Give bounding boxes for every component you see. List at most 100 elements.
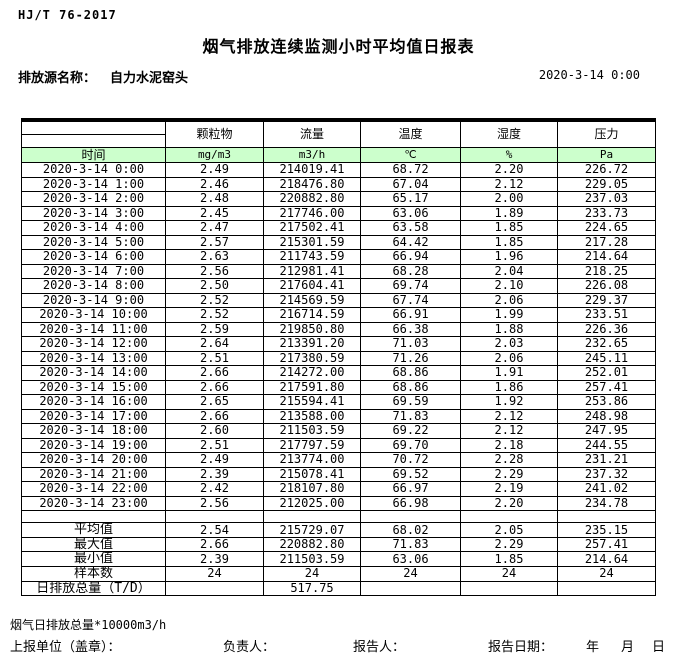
value-cell xyxy=(557,580,656,597)
time-cell: 2020-3-14 23:00 xyxy=(21,495,166,511)
value-cell: 1.85 xyxy=(460,220,558,236)
table-row: 2020-3-14 1:00 2.46 218476.80 67.04 2.12 229.… xyxy=(21,176,656,192)
table-row: 2020-3-14 3:00 2.45 217746.00 63.06 1.89 233.… xyxy=(21,205,656,221)
value-cell: 2.20 xyxy=(460,495,558,511)
value-cell xyxy=(460,510,558,523)
value-cell: 231.21 xyxy=(557,452,656,468)
time-cell: 2020-3-14 7:00 xyxy=(21,263,166,279)
value-cell: 214.64 xyxy=(557,249,656,265)
spacer-row xyxy=(21,510,656,523)
value-cell: 245.11 xyxy=(557,350,656,366)
table-row: 2020-3-14 4:00 2.47 217502.41 63.58 1.85 224.… xyxy=(21,220,656,236)
value-cell: 70.72 xyxy=(360,452,461,468)
value-cell: 2.12 xyxy=(460,176,558,192)
time-cell: 2020-3-14 17:00 xyxy=(21,408,166,424)
value-cell: 218476.80 xyxy=(263,176,361,192)
report-title: 烟气排放连续监测小时平均值日报表 xyxy=(202,37,475,56)
value-cell: 67.74 xyxy=(360,292,461,308)
value-cell: 2.57 xyxy=(165,234,264,250)
day-label: 日 xyxy=(652,640,666,655)
total-emission-note: 烟气日排放总量*10000m3/h xyxy=(10,618,167,632)
value-cell: 68.28 xyxy=(360,263,461,279)
value-cell: 2.06 xyxy=(460,292,558,308)
value-cell: 71.83 xyxy=(360,536,461,553)
value-cell: 220882.80 xyxy=(263,536,361,553)
value-cell: 212981.41 xyxy=(263,263,361,279)
value-cell: 2.48 xyxy=(165,191,264,207)
value-cell: 24 xyxy=(165,565,264,582)
value-cell: 234.78 xyxy=(557,495,656,511)
value-cell: 216714.59 xyxy=(263,307,361,323)
value-cell: 68.72 xyxy=(360,162,461,178)
value-cell: 211743.59 xyxy=(263,249,361,265)
time-cell: 2020-3-14 10:00 xyxy=(21,307,166,323)
value-cell: 2.66 xyxy=(165,408,264,424)
table-row: 2020-3-14 20:00 2.49 213774.00 70.72 2.28 231… xyxy=(21,452,656,468)
value-cell: 1.88 xyxy=(460,321,558,337)
value-cell: 211503.59 xyxy=(263,423,361,439)
value-cell xyxy=(165,510,264,523)
value-cell: 24 xyxy=(360,565,461,582)
value-cell: 220882.80 xyxy=(263,191,361,207)
value-cell: 215729.07 xyxy=(263,522,361,538)
value-cell: 71.03 xyxy=(360,336,461,352)
standard-code: HJ/T 76-2017 xyxy=(18,8,117,22)
value-cell: 248.98 xyxy=(557,408,656,424)
value-cell: 63.58 xyxy=(360,220,461,236)
value-cell: 69.74 xyxy=(360,278,461,294)
table-row: 2020-3-14 2:00 2.48 220882.80 65.17 2.00 237.… xyxy=(21,191,656,207)
value-cell: 2.00 xyxy=(460,191,558,207)
value-cell: 241.02 xyxy=(557,481,656,497)
value-cell: 244.55 xyxy=(557,437,656,453)
value-cell: 214.64 xyxy=(557,551,656,567)
unit-cell-pressure: Pa xyxy=(557,147,656,163)
value-cell: 1.92 xyxy=(460,394,558,410)
value-cell: 2.29 xyxy=(460,466,558,482)
value-cell xyxy=(360,510,461,523)
source-name: 自力水泥窑头 xyxy=(110,71,189,86)
value-cell: 69.22 xyxy=(360,423,461,439)
value-cell: 215594.41 xyxy=(263,394,361,410)
table-body: 2020-3-14 0:00 2.49 214019.41 68.72 2.20 226.… xyxy=(21,162,656,597)
value-cell: 2.39 xyxy=(165,551,264,567)
time-cell: 2020-3-14 20:00 xyxy=(21,452,166,468)
year-label: 年 xyxy=(586,640,600,655)
time-cell: 2020-3-14 15:00 xyxy=(21,379,166,395)
value-cell: 63.06 xyxy=(360,205,461,221)
value-cell: 253.86 xyxy=(557,394,656,410)
value-cell: 1.89 xyxy=(460,205,558,221)
value-cell: 69.59 xyxy=(360,394,461,410)
value-cell: 214272.00 xyxy=(263,365,361,381)
value-cell: 218107.80 xyxy=(263,481,361,497)
source-row: 排放源名称： 自力水泥窑头 2020-3-14 0:00 xyxy=(18,67,677,86)
value-cell: 2.05 xyxy=(460,522,558,538)
value-cell: 2.18 xyxy=(460,437,558,453)
value-cell: 68.02 xyxy=(360,522,461,538)
value-cell: 2.51 xyxy=(165,350,264,366)
unit-cell-humidity: % xyxy=(460,147,558,163)
value-cell: 1.85 xyxy=(460,551,558,567)
value-cell: 217604.41 xyxy=(263,278,361,294)
time-cell: 2020-3-14 9:00 xyxy=(21,292,166,308)
value-cell: 213588.00 xyxy=(263,408,361,424)
table-row: 2020-3-14 0:00 2.49 214019.41 68.72 2.20 226.… xyxy=(21,162,656,178)
time-cell: 2020-3-14 0:00 xyxy=(21,162,166,178)
value-cell: 2.56 xyxy=(165,495,264,511)
summary-row: 平均值 2.54 215729.07 68.02 2.05 235.15 xyxy=(21,522,656,538)
value-cell: 66.94 xyxy=(360,249,461,265)
value-cell xyxy=(557,510,656,523)
value-cell: 215301.59 xyxy=(263,234,361,250)
time-cell: 2020-3-14 19:00 xyxy=(21,437,166,453)
time-cell: 2020-3-14 11:00 xyxy=(21,321,166,337)
spacer-cell xyxy=(21,510,166,523)
value-cell: 67.04 xyxy=(360,176,461,192)
value-cell xyxy=(263,510,361,523)
table-row: 2020-3-14 6:00 2.63 211743.59 66.94 1.96 214.… xyxy=(21,249,656,265)
table-header-row-top: 颗粒物 流量 温度 湿度 压力 xyxy=(21,119,656,148)
report-unit-label: 上报单位（盖章）： xyxy=(10,640,121,655)
table-row: 2020-3-14 12:00 2.64 213391.20 71.03 2.03 232… xyxy=(21,336,656,352)
value-cell: 257.41 xyxy=(557,379,656,395)
time-cell: 2020-3-14 13:00 xyxy=(21,350,166,366)
value-cell: 217380.59 xyxy=(263,350,361,366)
